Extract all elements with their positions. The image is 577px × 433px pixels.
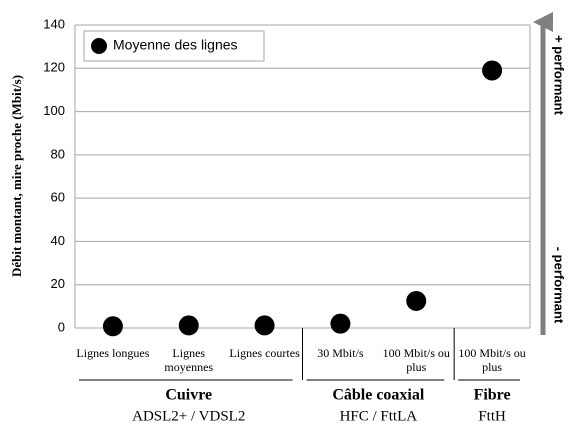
group-title: Câble coaxial [332, 387, 425, 404]
x-tick-label: 100 Mbit/s ou plus [382, 346, 450, 374]
x-tick-label: Lignes longues [76, 346, 150, 360]
y-tick-label: 120 [43, 60, 65, 75]
x-tick-label: 30 Mbit/s [317, 346, 364, 360]
group-subtitle: ADSL2+ / VDSL2 [132, 408, 245, 424]
legend-box [83, 30, 265, 62]
group-title: Fibre [474, 387, 511, 404]
x-tick-label: 100 Mbit/s ou plus [458, 346, 526, 374]
y-tick-label: 0 [58, 319, 65, 334]
arrow-label-top: + performant [552, 35, 567, 115]
data-point [482, 60, 503, 81]
group-title: Cuivre [165, 387, 212, 404]
arrow-label-bottom: - performant [552, 247, 567, 324]
legend-label: Moyenne des lignes [113, 37, 238, 53]
legend-marker [91, 38, 107, 54]
y-tick-label: 20 [51, 276, 65, 291]
data-point [178, 315, 199, 336]
y-tick-label: 100 [43, 103, 65, 118]
data-point [406, 290, 427, 311]
y-tick-label: 140 [43, 16, 65, 31]
y-axis-label: Débit montant, mire proche (Mbit/s) [9, 75, 24, 277]
group-subtitle: HFC / FttLA [340, 408, 418, 424]
group-subtitle: FttH [478, 408, 506, 424]
data-point [330, 313, 351, 334]
y-tick-label: 60 [51, 190, 65, 205]
data-point [254, 315, 275, 336]
data-point [102, 316, 123, 337]
y-tick-label: 80 [51, 146, 65, 161]
x-tick-label: Lignes moyennes [164, 346, 214, 374]
y-tick-label: 40 [51, 233, 65, 248]
x-tick-label: Lignes courtes [229, 346, 300, 360]
